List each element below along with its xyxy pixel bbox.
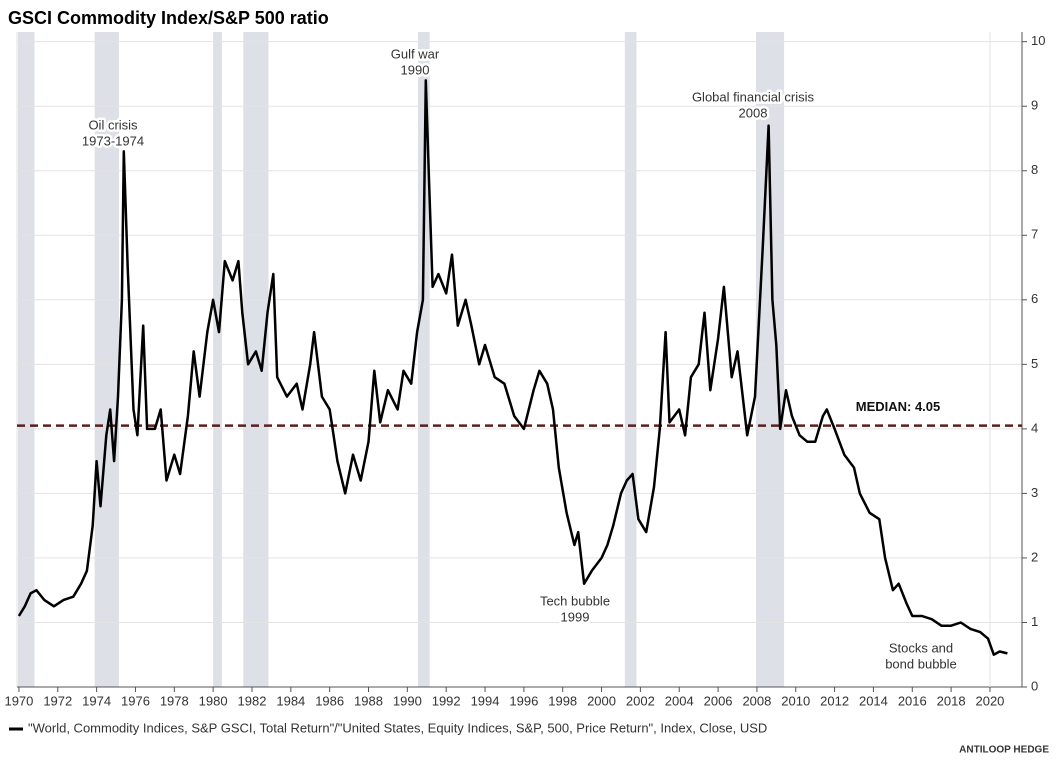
data-line [17, 79, 1008, 656]
y-tick-label: 6 [1031, 291, 1038, 306]
y-tick-label: 1 [1031, 614, 1038, 629]
recession-band [755, 32, 785, 687]
x-tick-label: 2006 [704, 693, 733, 708]
x-tick-label: 2002 [626, 693, 655, 708]
y-tick-label: 2 [1031, 549, 1038, 564]
annotation: 1999 [561, 609, 590, 624]
source: ANTILOOP HEDGE [959, 745, 1049, 756]
x-tick-label: 1980 [199, 693, 228, 708]
annotation: Stocks and [889, 640, 953, 655]
x-tick-label: 2000 [587, 693, 616, 708]
x-tick-label: 1976 [121, 693, 150, 708]
median-label: MEDIAN: 4.05 [856, 399, 941, 414]
x-tick-label: 1974 [82, 693, 111, 708]
x-tick-label: 2014 [859, 693, 888, 708]
x-tick-label: 2018 [937, 693, 966, 708]
x-tick-label: 2016 [898, 693, 927, 708]
annotation: Global financial crisis [692, 89, 815, 104]
y-tick-label: 9 [1031, 98, 1038, 113]
annotation: Oil crisis [88, 117, 138, 132]
annotation: bond bubble [885, 656, 957, 671]
x-tick-label: 2010 [781, 693, 810, 708]
y-tick-label: 8 [1031, 162, 1038, 177]
recession-band [94, 32, 119, 687]
annotation: 2008 [739, 105, 768, 120]
x-tick-label: 1988 [354, 693, 383, 708]
x-tick-label: 1992 [432, 693, 461, 708]
recession-band [418, 32, 430, 687]
x-tick-label: 2004 [665, 693, 694, 708]
x-tick-label: 1970 [4, 693, 33, 708]
x-tick-label: 1986 [315, 693, 344, 708]
x-tick-label: 1998 [548, 693, 577, 708]
x-tick-label: 1984 [276, 693, 305, 708]
recession-band [624, 32, 637, 687]
x-tick-label: 1982 [238, 693, 267, 708]
x-tick-label: 1996 [509, 693, 538, 708]
x-tick-label: 2020 [975, 693, 1004, 708]
x-tick-label: 2012 [820, 693, 849, 708]
annotation: Tech bubble [540, 593, 610, 608]
x-tick-label: 1994 [471, 693, 500, 708]
y-tick-label: 7 [1031, 227, 1038, 242]
annotation: 1990 [401, 62, 430, 77]
x-tick-label: 2008 [742, 693, 771, 708]
annotation: Gulf war [391, 46, 440, 61]
annotation: 1973-1974 [82, 133, 144, 148]
recession-band [213, 32, 222, 687]
y-tick-label: 0 [1031, 678, 1038, 693]
y-tick-label: 10 [1031, 33, 1045, 48]
legend-label: "World, Commodity Indices, S&P GSCI, Tot… [28, 720, 767, 735]
recession-band [17, 32, 35, 687]
y-tick-label: 4 [1031, 420, 1038, 435]
y-tick-label: 5 [1031, 356, 1038, 371]
chart-title: GSCI Commodity Index/S&P 500 ratio [8, 8, 329, 28]
x-tick-label: 1978 [160, 693, 189, 708]
x-tick-label: 1972 [43, 693, 72, 708]
y-tick-label: 3 [1031, 485, 1038, 500]
x-tick-label: 1990 [393, 693, 422, 708]
